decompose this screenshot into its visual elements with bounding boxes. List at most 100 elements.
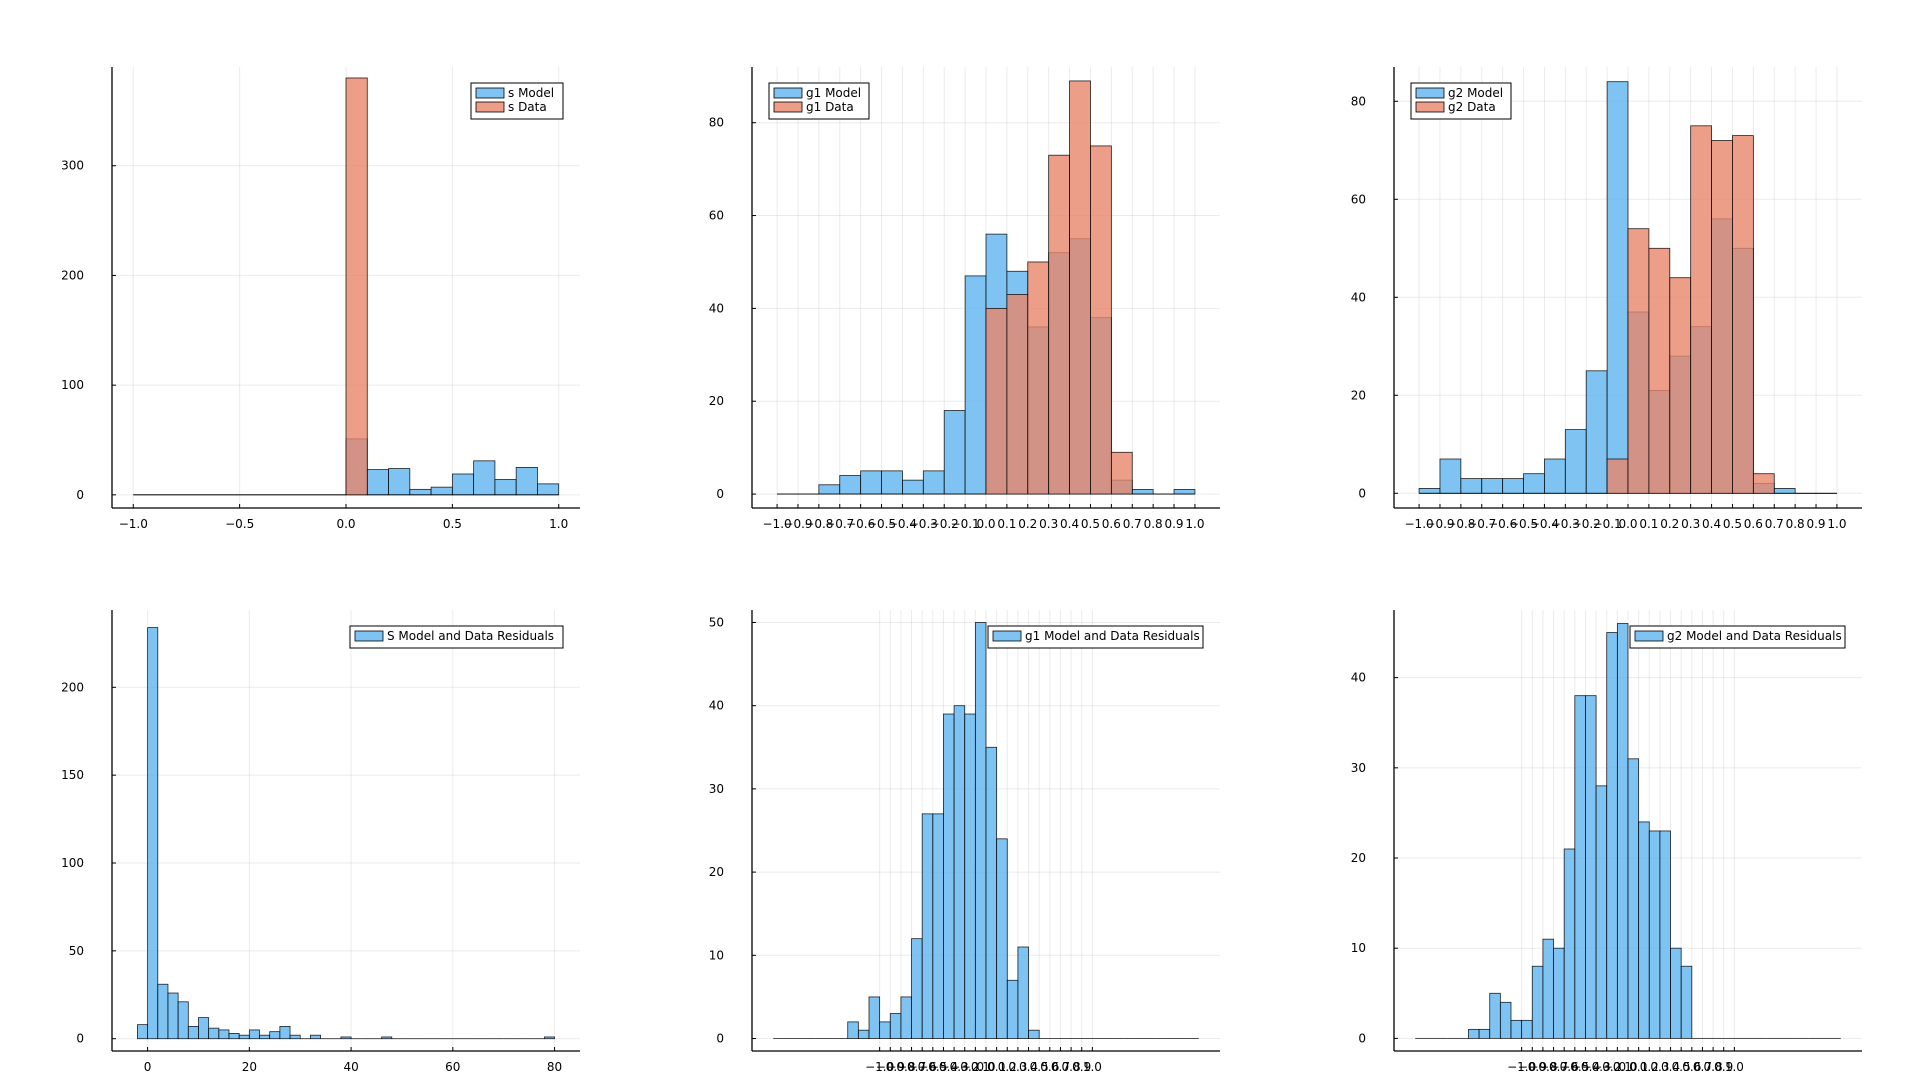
g1-hist-data-bar — [1110, 451, 1133, 495]
s-residuals-model-bar — [157, 983, 169, 1040]
g1-hist-data-bar — [1090, 145, 1112, 495]
s-hist-y-tick-label: 0 — [76, 488, 84, 502]
g1-hist-y-tick-label: 80 — [709, 116, 724, 130]
s-hist-model-bar — [515, 467, 538, 496]
g1-hist-x-tick-label: 0.6 — [1102, 517, 1121, 531]
s-hist-y-tick-label: 300 — [61, 159, 84, 173]
g1-hist-x-tick-label: −0.4 — [888, 517, 917, 531]
g1-residuals-x-tick-label: 0.4 — [1019, 1060, 1038, 1074]
g1-residuals-model-bar — [1017, 946, 1029, 1039]
g2-hist-x-tick-label: −0.5 — [1509, 517, 1538, 531]
g1-hist-y-tick-label: 60 — [709, 209, 724, 223]
g2-residuals-model-bar — [1638, 821, 1650, 1039]
g1-hist-data-bar — [1006, 294, 1029, 495]
g2-hist-model-bar — [1564, 429, 1587, 494]
g2-residuals-x-tick-label: −0.9 — [1518, 1060, 1547, 1074]
s-residuals-panel: 0 20 40 60 80 0 50 100 150 200 S Model and Data Re… — [61, 610, 580, 1074]
s-residuals-x-tick-label: 60 — [445, 1060, 460, 1074]
g2-residuals-model-bar — [1542, 938, 1554, 1039]
g2-hist-model-bar — [1460, 478, 1483, 494]
s-hist-legend-swatch — [475, 87, 505, 99]
g1-hist-legend-label: g1 Model — [806, 86, 861, 100]
g2-hist-x-tick-label: −0.4 — [1530, 517, 1559, 531]
g1-hist-x-tick-label: 0.0 — [976, 517, 995, 531]
s-hist-y-tick-label: 200 — [61, 268, 84, 282]
s-residuals-y-tick-label: 150 — [61, 768, 84, 782]
g2-hist-model-bar — [1585, 370, 1608, 494]
g1-residuals-model-bar — [985, 746, 998, 1039]
g2-hist-model-bar — [1502, 478, 1524, 494]
g1-residuals-model-bar — [974, 622, 987, 1039]
g2-residuals-legend: g2 Model and Data Residuals — [1629, 625, 1846, 649]
s-hist-legend-label: s Model — [508, 86, 554, 100]
g1-residuals-x-tick-label: −0.7 — [897, 1060, 926, 1074]
g1-hist-x-tick-label: −0.6 — [846, 517, 875, 531]
g1-residuals-x-tick-label: 0.3 — [1008, 1060, 1027, 1074]
g2-residuals-y-tick-label: 30 — [1351, 761, 1366, 775]
g1-hist-x-tick-label: −0.1 — [951, 517, 980, 531]
g2-hist-model-bar — [1606, 81, 1629, 494]
g2-residuals-x-tick-label: 0.8 — [1704, 1060, 1723, 1074]
g1-hist-x-tick-label: 0.1 — [997, 517, 1016, 531]
g1-hist-model-bar — [839, 475, 862, 495]
g1-residuals-x-tick-label: −0.9 — [876, 1060, 905, 1074]
g2-hist-data-bar — [1732, 135, 1754, 494]
g2-residuals-model-bar — [1553, 947, 1565, 1039]
s-residuals-model-bar — [147, 627, 159, 1040]
s-residuals-model-bar — [238, 1034, 250, 1040]
s-hist-x-tick-label: 0.5 — [443, 517, 462, 531]
g2-residuals-x-tick-label: 0.7 — [1693, 1060, 1712, 1074]
s-hist-model-bar — [409, 488, 432, 496]
s-residuals-model-bar — [381, 1036, 393, 1040]
s-residuals-legend-swatch — [354, 630, 384, 642]
g2-residuals-model-bar — [1468, 1028, 1480, 1039]
g1-hist-x-tick-label: 1.0 — [1185, 517, 1204, 531]
s-residuals-model-bar — [340, 1036, 352, 1040]
g1-hist-x-tick-label: −0.8 — [804, 517, 833, 531]
g2-hist-x-tick-label: 0.9 — [1806, 517, 1825, 531]
s-residuals-x-tick-label: 40 — [343, 1060, 358, 1074]
s-residuals-model-bar — [228, 1033, 240, 1040]
s-residuals-model-bar — [259, 1034, 271, 1040]
g2-hist-data-bar — [1690, 125, 1712, 494]
s-hist-x-tick-label: 0.0 — [336, 517, 355, 531]
g1-hist-data-bar — [1048, 154, 1070, 495]
g2-residuals-model-bar — [1521, 1019, 1533, 1039]
s-hist-data-bar — [345, 77, 368, 496]
g2-hist-x-tick-label: 0.6 — [1744, 517, 1763, 531]
g2-hist-legend-swatch — [1415, 87, 1445, 99]
g1-residuals-model-bar — [847, 1021, 859, 1039]
s-hist-x-tick-label: −0.5 — [225, 517, 254, 531]
g2-residuals-y-tick-label: 40 — [1351, 671, 1366, 685]
g1-hist-x-tick-label: −0.5 — [867, 517, 896, 531]
g1-residuals-x-tick-label: −0.3 — [940, 1060, 969, 1074]
g2-hist-x-tick-label: 0.1 — [1639, 517, 1658, 531]
g2-hist-model-bar — [1439, 458, 1462, 494]
g2-hist-legend-swatch — [1415, 101, 1445, 113]
g1-residuals-y-tick-label: 50 — [709, 615, 724, 629]
g2-residuals-x-tick-label: 0.6 — [1682, 1060, 1701, 1074]
g1-residuals-y-tick-label: 0 — [716, 1032, 724, 1046]
s-residuals-model-bar — [167, 992, 179, 1040]
g2-residuals-model-bar — [1595, 785, 1608, 1039]
s-residuals-legend-label: S Model and Data Residuals — [387, 629, 554, 643]
s-residuals-y-tick-label: 100 — [61, 856, 84, 870]
g1-residuals-model-bar — [964, 713, 976, 1039]
g2-residuals-x-tick-label: −0.1 — [1603, 1060, 1632, 1074]
g1-residuals-x-tick-label: −1.0 — [865, 1060, 894, 1074]
g2-residuals-model-bar — [1531, 965, 1544, 1039]
g2-residuals-model-bar — [1680, 965, 1693, 1039]
g2-hist-model-bar — [1773, 487, 1796, 494]
g2-residuals-model-bar — [1563, 848, 1576, 1039]
g1-hist-data-bar — [1027, 261, 1050, 495]
s-hist-legend-swatch — [475, 101, 505, 113]
g1-residuals-model-bar — [868, 996, 881, 1039]
g1-hist-model-bar — [964, 275, 987, 495]
g1-residuals-x-tick-label: 0.8 — [1062, 1060, 1081, 1074]
g1-residuals-legend-swatch — [992, 630, 1022, 642]
g2-residuals-model-bar — [1585, 695, 1597, 1039]
s-hist-legend-label: s Data — [508, 100, 547, 114]
g1-residuals-model-bar — [953, 705, 966, 1039]
g2-hist-x-tick-label: 0.5 — [1723, 517, 1742, 531]
